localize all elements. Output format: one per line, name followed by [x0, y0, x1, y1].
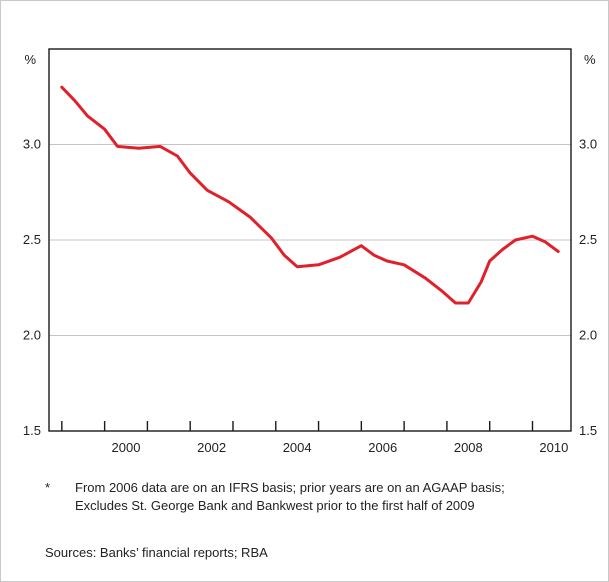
- x-tick-label: 2008: [454, 440, 483, 455]
- y-tick-label-right: 3.0: [579, 137, 597, 152]
- y-unit-right: %: [584, 52, 596, 67]
- y-tick-label-left: 2.0: [23, 328, 41, 343]
- y-tick-label-right: 2.5: [579, 232, 597, 247]
- y-tick-label-right: 1.5: [579, 423, 597, 438]
- plot-frame: [48, 48, 572, 432]
- y-tick-label-right: 2.0: [579, 328, 597, 343]
- sources-note: Sources: Banks’ financial reports; RBA: [45, 545, 268, 560]
- series-line-0: [60, 85, 560, 305]
- footnote-line-1: From 2006 data are on an IFRS basis; pri…: [75, 480, 505, 495]
- x-tick-label: 2000: [112, 440, 141, 455]
- footnote-line-2: Excludes St. George Bank and Bankwest pr…: [75, 498, 475, 513]
- x-tick-label: 2002: [197, 440, 226, 455]
- y-tick-label-left: 2.5: [23, 232, 41, 247]
- y-tick-label-left: 1.5: [23, 423, 41, 438]
- footnote-text: From 2006 data are on an IFRS basis; pri…: [75, 479, 505, 515]
- footnote-marker: *: [45, 480, 51, 495]
- y-tick-label-left: 3.0: [23, 137, 41, 152]
- x-tick-label: 2010: [539, 440, 568, 455]
- x-tick-label: 2004: [283, 440, 312, 455]
- y-unit-left: %: [24, 52, 36, 67]
- chart-svg: 1.5 1.5 2.0 2.0 2.5 2.5 3.0 3.0% % 2000 2002 2004 20…: [23, 48, 597, 455]
- x-tick-label: 2006: [368, 440, 397, 455]
